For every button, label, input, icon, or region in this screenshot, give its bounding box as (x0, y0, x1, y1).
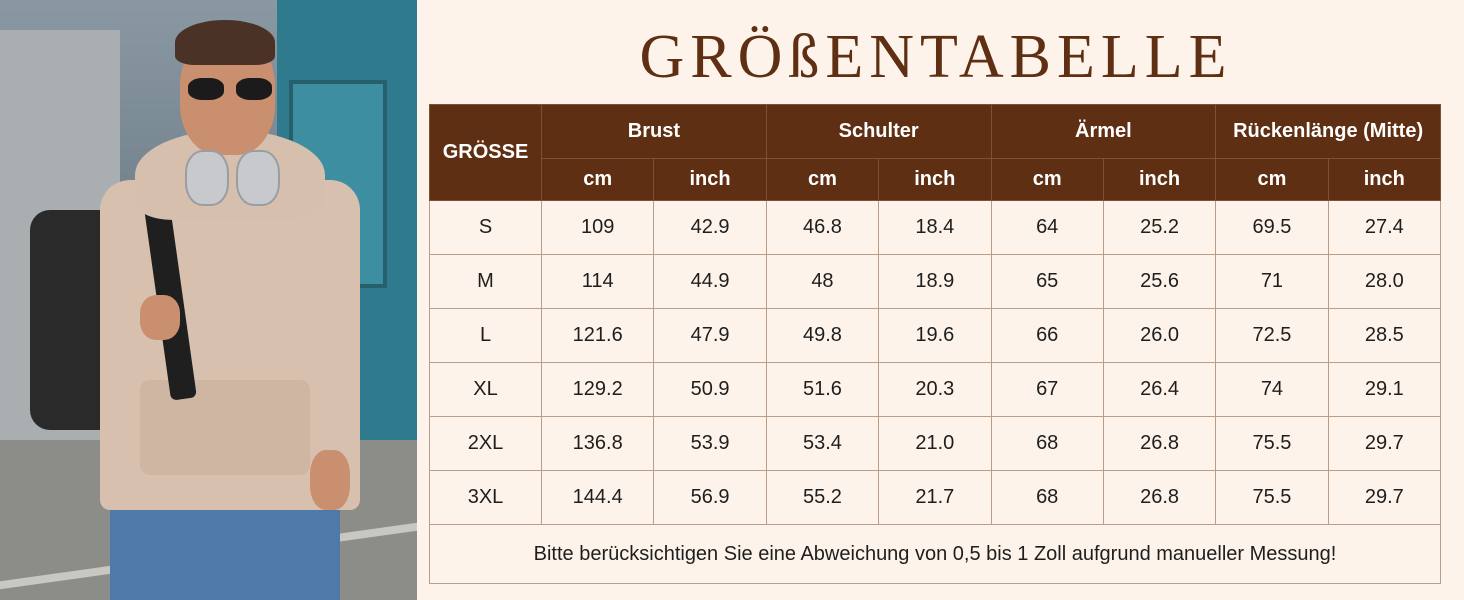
table-cell: 25.6 (1102, 254, 1217, 309)
table-row: L 121.6 47.9 49.8 19.6 66 26.0 72.5 28.5 (429, 308, 1442, 363)
table-cell: 114 (540, 254, 655, 309)
table-row: M 114 44.9 48 18.9 65 25.6 71 28.0 (429, 254, 1442, 309)
table-cell: 44.9 (653, 254, 767, 309)
unit-header: inch (1102, 158, 1217, 201)
table-cell: 68 (990, 416, 1104, 471)
hand (140, 295, 180, 340)
table-cell: 48 (765, 254, 880, 309)
table-cell: 69.5 (1215, 200, 1329, 255)
page-title: GRÖßENTABELLE (639, 23, 1233, 91)
table-row: S 109 42.9 46.8 18.4 64 25.2 69.5 27.4 (429, 200, 1442, 255)
table-cell: 136.8 (540, 416, 655, 471)
table-cell: 72.5 (1215, 308, 1329, 363)
table-cell: 21.7 (878, 470, 992, 525)
unit-header: cm (765, 158, 880, 201)
table-cell: 67 (990, 362, 1104, 417)
table-cell: 53.4 (765, 416, 880, 471)
group-header-aermel: Ärmel (990, 104, 1217, 159)
table-row: 2XL 136.8 53.9 53.4 21.0 68 26.8 75.5 29… (429, 416, 1442, 471)
model-photo (0, 0, 417, 600)
unit-header: inch (878, 158, 992, 201)
size-column-header: GRÖSSE (429, 104, 542, 201)
jeans (110, 510, 340, 600)
size-label: 2XL (429, 416, 542, 471)
table-cell: 75.5 (1215, 416, 1329, 471)
table-cell: 28.0 (1327, 254, 1442, 309)
table-cell: 71 (1215, 254, 1329, 309)
size-label: 3XL (429, 470, 542, 525)
table-cell: 26.8 (1102, 470, 1217, 525)
table-cell: 129.2 (540, 362, 655, 417)
table-cell: 26.4 (1102, 362, 1217, 417)
group-header-rueckenlaenge: Rückenlänge (Mitte) (1215, 104, 1441, 159)
table-cell: 20.3 (878, 362, 992, 417)
table-cell: 26.0 (1102, 308, 1217, 363)
table-cell: 50.9 (653, 362, 767, 417)
table-cell: 75.5 (1215, 470, 1329, 525)
group-header-schulter: Schulter (765, 104, 992, 159)
table-cell: 51.6 (765, 362, 880, 417)
unit-header: inch (1327, 158, 1442, 201)
table-cell: 144.4 (540, 470, 655, 525)
table-cell: 56.9 (653, 470, 767, 525)
hair (175, 20, 275, 65)
table-cell: 19.6 (878, 308, 992, 363)
sunglasses (188, 78, 272, 100)
table-cell: 25.2 (1102, 200, 1217, 255)
table-cell: 21.0 (878, 416, 992, 471)
table-cell: 65 (990, 254, 1104, 309)
unit-header: cm (1215, 158, 1329, 201)
model-wearing-hoodie (30, 10, 370, 600)
table-cell: 29.7 (1327, 470, 1442, 525)
table-cell: 55.2 (765, 470, 880, 525)
size-label: XL (429, 362, 542, 417)
size-label: L (429, 308, 542, 363)
table-cell: 27.4 (1327, 200, 1442, 255)
hand-with-watch (310, 450, 350, 510)
table-cell: 47.9 (653, 308, 767, 363)
hoodie-pocket (140, 380, 310, 475)
unit-header: cm (990, 158, 1104, 201)
table-row: XL 129.2 50.9 51.6 20.3 67 26.4 74 29.1 (429, 362, 1442, 417)
group-header-brust: Brust (541, 104, 767, 159)
size-chart-table: GRÖSSE Brust Schulter Ärmel Rückenlänge … (429, 104, 1442, 584)
table-cell: 49.8 (765, 308, 880, 363)
table-cell: 29.7 (1327, 416, 1442, 471)
table-cell: 18.4 (878, 200, 992, 255)
table-cell: 29.1 (1327, 362, 1442, 417)
table-cell: 28.5 (1327, 308, 1442, 363)
table-row: 3XL 144.4 56.9 55.2 21.7 68 26.8 75.5 29… (429, 470, 1442, 525)
table-cell: 121.6 (540, 308, 655, 363)
size-label: M (429, 254, 542, 309)
size-label: S (429, 200, 542, 255)
table-cell: 66 (990, 308, 1104, 363)
table-cell: 42.9 (653, 200, 767, 255)
table-cell: 74 (1215, 362, 1329, 417)
measurement-note: Bitte berücksichtigen Sie eine Abweichun… (429, 524, 1441, 584)
table-cell: 64 (990, 200, 1104, 255)
unit-header: inch (653, 158, 767, 201)
unit-header: cm (540, 158, 655, 201)
table-cell: 53.9 (653, 416, 767, 471)
table-cell: 26.8 (1102, 416, 1217, 471)
table-cell: 68 (990, 470, 1104, 525)
table-cell: 46.8 (765, 200, 880, 255)
table-cell: 109 (540, 200, 655, 255)
table-cell: 18.9 (878, 254, 992, 309)
headphones (185, 150, 280, 206)
